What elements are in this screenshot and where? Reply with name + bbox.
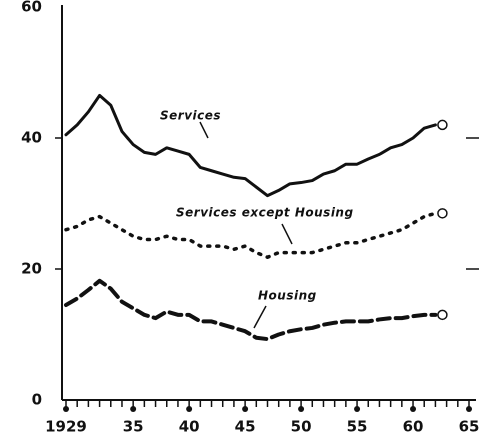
- y-tick-label: 40: [21, 129, 42, 147]
- x-tick-dot: [186, 406, 193, 412]
- x-tick-label: 1929: [45, 418, 87, 436]
- x-tick-dot: [354, 406, 361, 412]
- x-tick-label: 50: [291, 418, 312, 436]
- y-tick-label: 0: [32, 391, 42, 409]
- x-tick-dot: [410, 406, 417, 412]
- x-tick-label: 60: [403, 418, 424, 436]
- leader-line: [253, 305, 267, 329]
- series-line: [64, 278, 438, 342]
- y-tick-label: 60: [21, 0, 42, 16]
- x-tick-label: 40: [179, 418, 200, 436]
- leader-line: [199, 121, 209, 139]
- y-tick-label: 20: [21, 260, 42, 278]
- x-tick-dot: [466, 406, 472, 412]
- series-annotation: Services except Housing: [176, 206, 354, 220]
- x-tick-dot: [130, 406, 137, 412]
- x-tick-label: 35: [123, 418, 144, 436]
- series-line: [64, 211, 438, 259]
- x-tick-dot: [242, 406, 249, 412]
- x-tick-label: 55: [347, 418, 368, 436]
- x-tick-dot: [63, 406, 69, 412]
- end-marker: [437, 309, 448, 321]
- x-tick-label: 45: [235, 418, 256, 436]
- x-tick-label: 65: [459, 418, 479, 436]
- series-annotation: Services: [160, 109, 221, 123]
- x-tick-dot: [298, 406, 305, 412]
- series-annotation: Housing: [258, 289, 317, 303]
- leader-line: [281, 223, 293, 245]
- series-line: [64, 93, 437, 198]
- end-marker: [437, 208, 448, 219]
- end-marker: [437, 119, 448, 131]
